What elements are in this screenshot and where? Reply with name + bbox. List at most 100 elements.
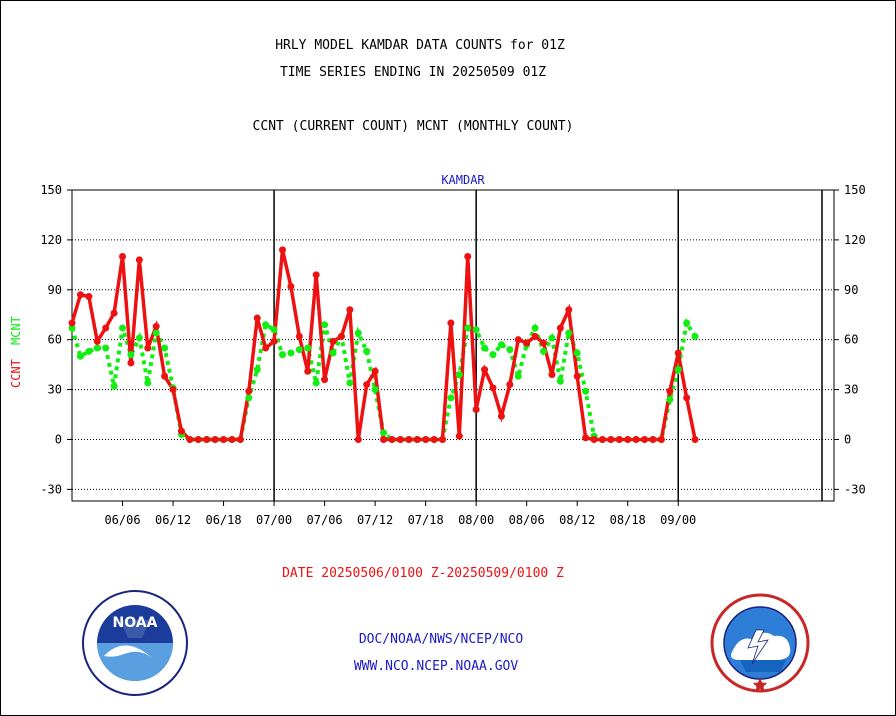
x-tick-label: 06/12 [155, 513, 191, 527]
noaa-logo: NOAA [82, 590, 188, 696]
ccnt-point [632, 435, 640, 443]
ccnt-point [110, 309, 118, 317]
mcnt-point [354, 329, 362, 337]
ccnt-point [573, 372, 581, 380]
title-line-3: CCNT (CURRENT COUNT) MCNT (MONTHLY COUNT… [252, 119, 574, 134]
ccnt-point [321, 376, 329, 384]
ccnt-point [657, 435, 665, 443]
ccnt-point [438, 435, 446, 443]
mcnt-point [556, 377, 564, 385]
doc-noaa-link[interactable]: DOC/NOAA/NWS/NCEP/NCO [358, 632, 524, 647]
x-tick-label: 07/00 [256, 513, 292, 527]
ccnt-point [127, 359, 135, 367]
ccnt-point [413, 435, 421, 443]
ccnt-point [220, 435, 228, 443]
ccnt-point [396, 435, 404, 443]
mcnt-point [110, 382, 118, 390]
ccnt-point [497, 412, 505, 420]
mcnt-point [472, 326, 480, 334]
ccnt-point [329, 337, 337, 345]
mcnt-point [93, 344, 101, 352]
date-range-label: DATE 20250506/0100 Z-20250509/0100 Z [282, 566, 564, 581]
mcnt-point [85, 347, 93, 355]
ccnt-point [135, 256, 143, 264]
ccnt-point [674, 349, 682, 357]
y-tick-label-right: -30 [844, 482, 866, 496]
ccnt-point [598, 435, 606, 443]
ccnt-point [649, 435, 657, 443]
mcnt-point [548, 334, 556, 342]
x-tick-label: 06/06 [104, 513, 140, 527]
ccnt-point [354, 435, 362, 443]
ccnt-point [531, 332, 539, 340]
ccnt-point [565, 306, 573, 314]
mcnt-point [253, 366, 261, 374]
ccnt-point [506, 381, 514, 389]
y-tick-label-right: 0 [844, 432, 851, 446]
x-tick-label: 08/06 [509, 513, 545, 527]
mcnt-point [135, 334, 143, 342]
ccnt-point [514, 336, 522, 344]
x-tick-label: 06/18 [205, 513, 241, 527]
ccnt-point [548, 371, 556, 379]
series-mcnt-line [70, 317, 697, 442]
ccnt-point [304, 367, 312, 375]
y-tick-label-left: -30 [40, 482, 62, 496]
x-tick-label: 08/18 [610, 513, 646, 527]
mcnt-point [514, 372, 522, 380]
mcnt-point [76, 352, 84, 360]
mcnt-point [380, 429, 388, 437]
y-tick-label-right: 30 [844, 383, 858, 397]
mcnt-point [371, 386, 379, 394]
ccnt-point [312, 271, 320, 279]
y-tick-label-left: 60 [48, 333, 62, 347]
mcnt-point [497, 341, 505, 349]
mcnt-point [152, 329, 160, 337]
x-tick-label: 08/00 [458, 513, 494, 527]
ccnt-point [270, 337, 278, 345]
chart-title: KAMDAR [441, 173, 485, 187]
mcnt-point [565, 329, 573, 337]
ccnt-point [523, 339, 531, 347]
ccnt-point [119, 253, 127, 261]
mcnt-point [464, 324, 472, 332]
ccnt-point [615, 435, 623, 443]
y-tick-label-left: 90 [48, 283, 62, 297]
y-tick-label-right: 90 [844, 283, 858, 297]
mcnt-point [674, 366, 682, 374]
ccnt-point [607, 435, 615, 443]
noaa-logo-text: NOAA [113, 615, 158, 631]
x-tick-label: 09/00 [660, 513, 696, 527]
mcnt-point [455, 371, 463, 379]
ccnt-point [337, 332, 345, 340]
ccnt-point [253, 314, 261, 322]
ccnt-point [85, 292, 93, 300]
ccnt-point [691, 435, 699, 443]
mcnt-point [531, 324, 539, 332]
mcnt-point [666, 396, 674, 404]
mcnt-point [119, 324, 127, 332]
ccnt-point [590, 435, 598, 443]
ccnt-point [388, 435, 396, 443]
ccnt-point [422, 435, 430, 443]
mcnt-point [447, 394, 455, 402]
mcnt-point [295, 346, 303, 354]
plot-frame [71, 189, 835, 502]
ccnt-point [556, 324, 564, 332]
nco-website-link[interactable]: WWW.NCO.NCEP.NOAA.GOV [353, 659, 519, 674]
ccnt-point [464, 253, 472, 261]
mcnt-point [161, 344, 169, 352]
y-tick-label-right: 150 [844, 183, 866, 197]
ccnt-point [405, 435, 413, 443]
y-tick-label-left: 30 [48, 383, 62, 397]
ccnt-point [161, 372, 169, 380]
ccnt-point [430, 435, 438, 443]
title-line-2: TIME SERIES ENDING IN 20250509 01Z [279, 65, 547, 80]
y-tick-label-left: 150 [40, 183, 62, 197]
ccnt-point [245, 387, 253, 395]
mcnt-point [270, 326, 278, 334]
mcnt-point [683, 319, 691, 327]
mcnt-point [582, 387, 590, 395]
mcnt-point [287, 349, 295, 357]
mcnt-point [481, 344, 489, 352]
